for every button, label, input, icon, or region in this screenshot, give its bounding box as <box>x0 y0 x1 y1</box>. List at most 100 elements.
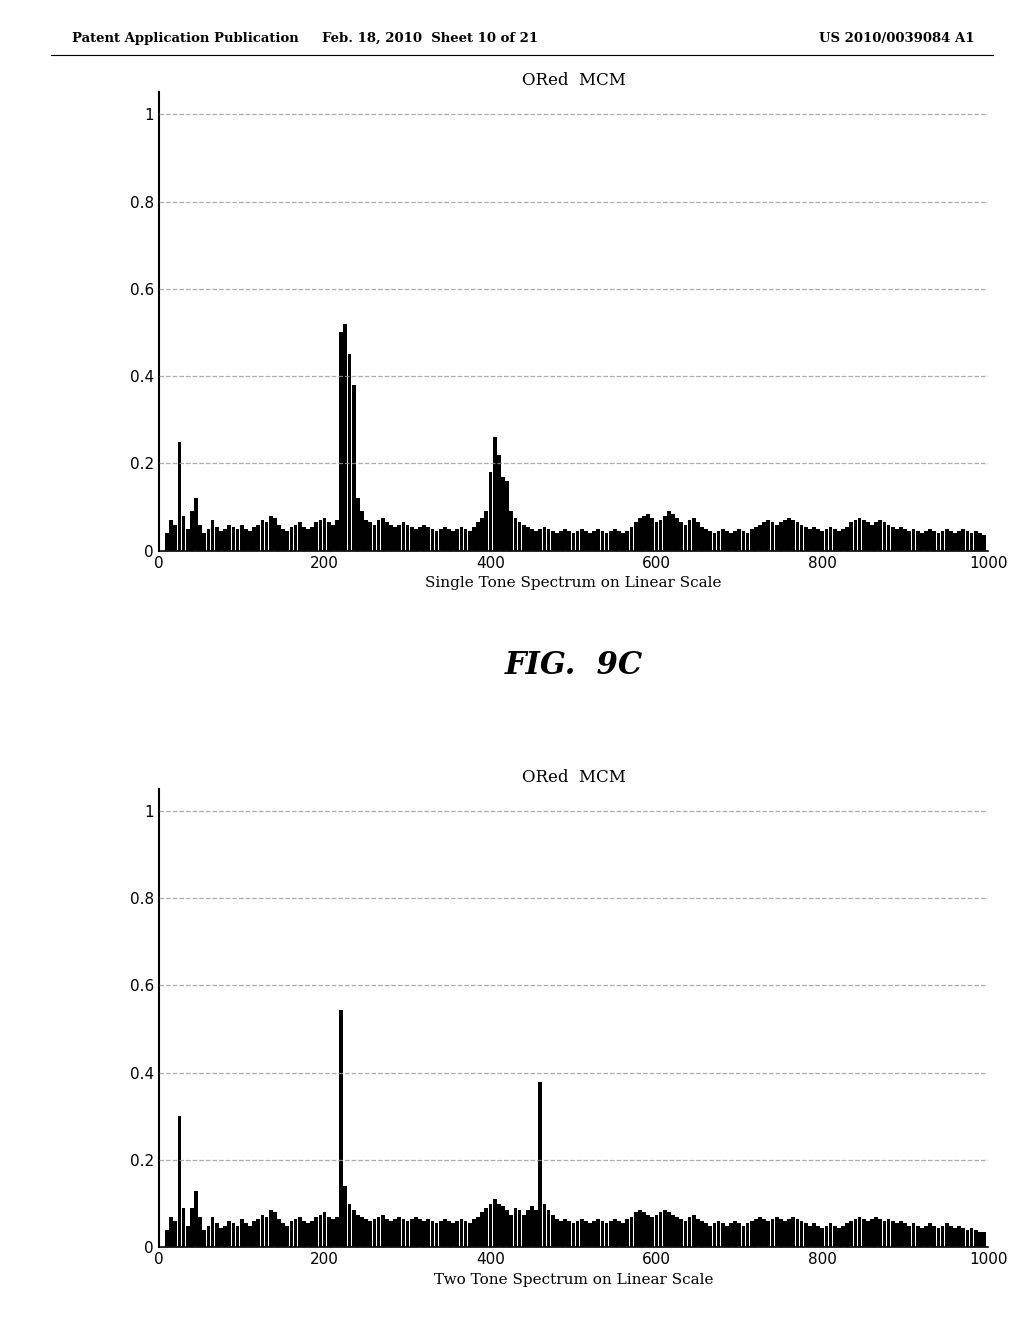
Bar <box>207 1225 210 1247</box>
Bar <box>937 533 940 550</box>
Bar <box>957 1225 961 1247</box>
Bar <box>675 1217 679 1247</box>
Bar <box>339 1010 343 1247</box>
Bar <box>181 1208 185 1247</box>
Bar <box>891 1221 895 1247</box>
Bar <box>903 1224 907 1247</box>
Bar <box>571 1224 575 1247</box>
Bar <box>318 520 323 550</box>
Bar <box>273 1213 276 1247</box>
Bar <box>177 442 181 550</box>
Bar <box>563 529 567 550</box>
Bar <box>248 531 252 550</box>
Bar <box>248 1225 252 1247</box>
Bar <box>646 1214 650 1247</box>
Bar <box>733 1221 737 1247</box>
Bar <box>862 520 865 550</box>
Bar <box>833 529 837 550</box>
Bar <box>410 527 414 550</box>
Bar <box>360 1217 364 1247</box>
Bar <box>286 1225 289 1247</box>
Bar <box>741 531 745 550</box>
Bar <box>393 527 397 550</box>
Bar <box>426 527 430 550</box>
Bar <box>741 1225 745 1247</box>
Bar <box>551 1214 555 1247</box>
Bar <box>505 1210 509 1247</box>
Bar <box>369 523 372 550</box>
Bar <box>609 1221 612 1247</box>
Bar <box>393 1220 397 1247</box>
Bar <box>866 523 869 550</box>
Bar <box>377 1217 380 1247</box>
Bar <box>887 1220 891 1247</box>
Bar <box>982 1232 986 1247</box>
Bar <box>808 1225 812 1247</box>
Bar <box>779 1220 782 1247</box>
Bar <box>870 1220 873 1247</box>
Bar <box>302 1221 306 1247</box>
Bar <box>543 1204 546 1247</box>
Bar <box>688 520 691 550</box>
Bar <box>887 524 891 550</box>
Bar <box>783 520 786 550</box>
Bar <box>737 529 741 550</box>
Bar <box>841 529 845 550</box>
Bar <box>642 516 646 550</box>
Text: Feb. 18, 2010  Sheet 10 of 21: Feb. 18, 2010 Sheet 10 of 21 <box>322 32 539 45</box>
Bar <box>539 529 542 550</box>
Bar <box>240 524 244 550</box>
Bar <box>381 1214 385 1247</box>
Bar <box>854 1220 857 1247</box>
Bar <box>215 1224 219 1247</box>
Bar <box>804 527 808 550</box>
Bar <box>219 1228 223 1247</box>
Bar <box>609 531 612 550</box>
Bar <box>626 531 629 550</box>
Bar <box>207 529 210 550</box>
Bar <box>497 1204 501 1247</box>
Bar <box>385 1220 389 1247</box>
Bar <box>907 1225 911 1247</box>
Bar <box>443 1220 446 1247</box>
Bar <box>173 524 177 550</box>
Bar <box>181 516 185 550</box>
Bar <box>335 1217 339 1247</box>
Bar <box>343 323 347 550</box>
Bar <box>335 520 339 550</box>
Bar <box>535 531 538 550</box>
Bar <box>377 520 380 550</box>
Bar <box>513 517 517 550</box>
Bar <box>401 523 406 550</box>
Bar <box>841 1225 845 1247</box>
Bar <box>484 511 488 550</box>
Bar <box>601 1221 604 1247</box>
Bar <box>555 1220 559 1247</box>
Bar <box>447 1221 451 1247</box>
Bar <box>709 531 712 550</box>
Bar <box>539 1081 542 1247</box>
Bar <box>816 1225 820 1247</box>
Bar <box>725 531 729 550</box>
Bar <box>717 1221 721 1247</box>
Bar <box>837 531 841 550</box>
Bar <box>195 499 198 550</box>
Bar <box>924 531 928 550</box>
Bar <box>592 1221 596 1247</box>
Bar <box>389 1221 393 1247</box>
Bar <box>456 529 459 550</box>
Bar <box>518 1210 521 1247</box>
Bar <box>501 477 505 550</box>
Bar <box>858 517 861 550</box>
Bar <box>700 527 703 550</box>
Bar <box>911 529 915 550</box>
Bar <box>667 1213 671 1247</box>
Bar <box>895 1224 899 1247</box>
Bar <box>845 527 849 550</box>
Bar <box>435 531 438 550</box>
Bar <box>709 1225 712 1247</box>
Bar <box>675 517 679 550</box>
Bar <box>547 529 551 550</box>
Bar <box>634 1213 638 1247</box>
Bar <box>721 1224 725 1247</box>
